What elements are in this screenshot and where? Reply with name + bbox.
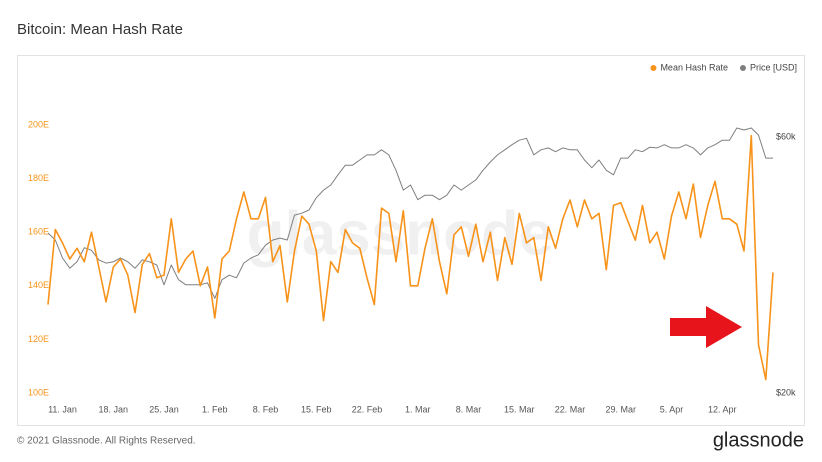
x-tick-label: 29. Mar [605,404,636,414]
y-tick-label: 200E [28,119,49,129]
x-tick-label: 18. Jan [98,404,128,414]
x-tick-label: 5. Apr [660,404,684,414]
y2-tick-label: $60k [776,131,796,141]
copyright: © 2021 Glassnode. All Rights Reserved. [17,436,196,447]
y-tick-label: 140E [28,280,49,290]
x-tick-label: 22. Feb [352,404,383,414]
red-arrow [670,306,742,348]
series-line [47,134,774,381]
y2-tick-label: $20k [776,387,796,397]
x-tick-label: 8. Mar [456,404,482,414]
x-tick-label: 8. Feb [253,404,279,414]
series-line [47,127,773,299]
x-tick-label: 22. Mar [555,404,586,414]
x-tick-label: 1. Feb [202,404,228,414]
logo: glassnode [713,429,804,451]
y-tick-label: 120E [28,334,49,344]
chart-frame [17,55,805,426]
x-tick-label: 12. Apr [708,404,737,414]
legend-marker [650,65,657,71]
legend-label: Price [USD] [750,62,797,72]
y-tick-label: 100E [28,387,49,397]
x-tick-label: 15. Feb [301,404,332,414]
x-tick-label: 25. Jan [149,404,179,414]
x-tick-label: 1. Mar [405,404,431,414]
x-tick-label: 11. Jan [48,404,77,414]
legend-label: Mean Hash Rate [660,62,728,72]
x-tick-label: 15. Mar [504,404,535,414]
legend-marker [739,65,746,71]
y-tick-label: 180E [28,173,49,183]
y-tick-label: 160E [28,227,49,237]
chart-title: Bitcoin: Mean Hash Rate [17,21,183,38]
